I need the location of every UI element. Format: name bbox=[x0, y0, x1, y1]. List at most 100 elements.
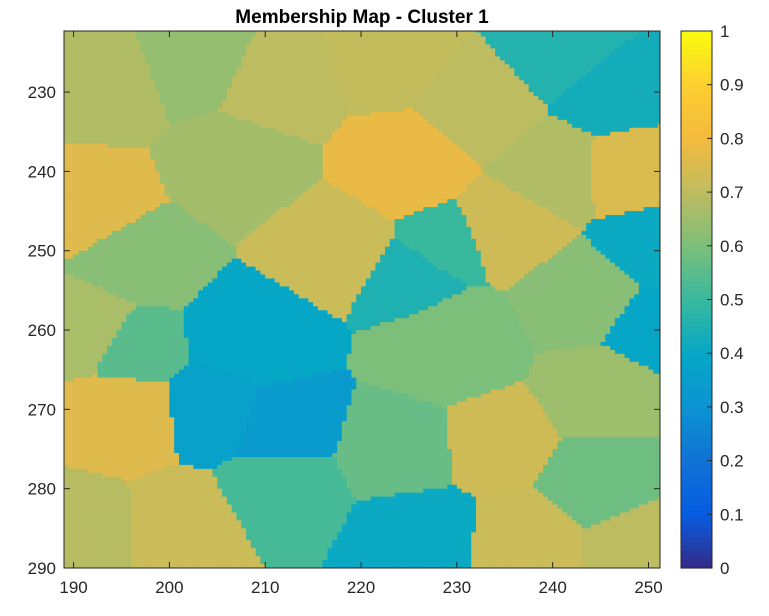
heatmap-cell bbox=[155, 370, 160, 375]
heatmap-cell bbox=[93, 68, 98, 73]
heatmap-cell bbox=[184, 532, 189, 537]
heatmap-cell bbox=[98, 481, 103, 486]
heatmap-cell bbox=[160, 453, 165, 458]
heatmap-cell bbox=[69, 195, 74, 200]
heatmap-cell bbox=[160, 520, 165, 525]
heatmap-cell bbox=[236, 96, 241, 101]
heatmap-cell bbox=[208, 191, 213, 196]
heatmap-cell bbox=[232, 314, 237, 319]
heatmap-cell bbox=[69, 136, 74, 141]
heatmap-cell bbox=[102, 152, 107, 157]
heatmap-cell bbox=[88, 72, 93, 77]
heatmap-cell bbox=[217, 211, 222, 216]
heatmap-cell bbox=[78, 163, 83, 168]
heatmap-cell bbox=[174, 501, 179, 506]
heatmap-cell bbox=[98, 92, 103, 97]
heatmap-cell bbox=[150, 144, 155, 149]
heatmap-cell bbox=[179, 386, 184, 391]
heatmap-cell bbox=[112, 294, 117, 299]
heatmap-cell bbox=[131, 68, 136, 73]
heatmap-cell bbox=[83, 148, 88, 153]
heatmap-cell bbox=[193, 401, 198, 406]
heatmap-cell bbox=[145, 286, 150, 291]
heatmap-cell bbox=[222, 338, 227, 343]
heatmap-cell bbox=[74, 544, 79, 549]
heatmap-cell bbox=[203, 441, 208, 446]
heatmap-cell bbox=[107, 175, 112, 180]
heatmap-cell bbox=[150, 203, 155, 208]
heatmap-cell bbox=[145, 516, 150, 521]
heatmap-cell bbox=[78, 239, 83, 244]
heatmap-cell bbox=[174, 144, 179, 149]
heatmap-cell bbox=[126, 64, 131, 69]
heatmap-cell bbox=[174, 354, 179, 359]
heatmap-cell bbox=[141, 56, 146, 61]
heatmap-cell bbox=[222, 310, 227, 315]
heatmap-cell bbox=[169, 453, 174, 458]
heatmap-cell bbox=[179, 64, 184, 69]
heatmap-cell bbox=[184, 41, 189, 46]
heatmap-cell bbox=[198, 441, 203, 446]
heatmap-cell bbox=[131, 37, 136, 42]
heatmap-cell bbox=[222, 152, 227, 157]
heatmap-cell bbox=[88, 33, 93, 38]
heatmap-cell bbox=[145, 282, 150, 287]
heatmap-cell bbox=[222, 227, 227, 232]
heatmap-cell bbox=[78, 219, 83, 224]
heatmap-cell bbox=[165, 437, 170, 442]
heatmap-cell bbox=[107, 96, 112, 101]
heatmap-cell bbox=[160, 84, 165, 89]
heatmap-cell bbox=[184, 144, 189, 149]
heatmap-cell bbox=[78, 330, 83, 335]
heatmap-cell bbox=[160, 449, 165, 454]
heatmap-cell bbox=[136, 167, 141, 172]
heatmap-cell bbox=[98, 112, 103, 117]
heatmap-cell bbox=[78, 509, 83, 514]
heatmap-cell bbox=[88, 227, 93, 232]
heatmap-cell bbox=[227, 326, 232, 331]
heatmap-cell bbox=[102, 421, 107, 426]
heatmap-cell bbox=[213, 437, 218, 442]
heatmap-cell bbox=[83, 544, 88, 549]
heatmap-cell bbox=[169, 160, 174, 165]
heatmap-cell bbox=[145, 362, 150, 367]
heatmap-cell bbox=[165, 485, 170, 490]
heatmap-cell bbox=[227, 294, 232, 299]
heatmap-cell bbox=[227, 401, 232, 406]
heatmap-cell bbox=[179, 167, 184, 172]
heatmap-cell bbox=[184, 207, 189, 212]
heatmap-cell bbox=[141, 437, 146, 442]
heatmap-cell bbox=[174, 112, 179, 117]
heatmap-cell bbox=[83, 485, 88, 490]
heatmap-cell bbox=[74, 52, 79, 57]
heatmap-cell bbox=[189, 211, 194, 216]
heatmap-cell bbox=[69, 358, 74, 363]
heatmap-cell bbox=[93, 33, 98, 38]
heatmap-cell bbox=[193, 548, 198, 553]
heatmap-cell bbox=[145, 433, 150, 438]
heatmap-cell bbox=[189, 191, 194, 196]
heatmap-cell bbox=[203, 52, 208, 57]
heatmap-cell bbox=[160, 144, 165, 149]
heatmap-cell bbox=[126, 457, 131, 462]
heatmap-cell bbox=[107, 497, 112, 502]
heatmap-cell bbox=[179, 401, 184, 406]
heatmap-cell bbox=[217, 215, 222, 220]
heatmap-cell bbox=[227, 330, 232, 335]
heatmap-cell bbox=[88, 453, 93, 458]
heatmap-cell bbox=[222, 326, 227, 331]
heatmap-cell bbox=[102, 207, 107, 212]
heatmap-cell bbox=[155, 175, 160, 180]
heatmap-cell bbox=[174, 338, 179, 343]
heatmap-cell bbox=[88, 84, 93, 89]
heatmap-cell bbox=[184, 259, 189, 264]
heatmap-cell bbox=[102, 128, 107, 133]
heatmap-cell bbox=[227, 275, 232, 280]
heatmap-cell bbox=[169, 354, 174, 359]
heatmap-cell bbox=[69, 413, 74, 418]
heatmap-cell bbox=[102, 441, 107, 446]
heatmap-cell bbox=[88, 156, 93, 161]
heatmap-cell bbox=[131, 112, 136, 117]
heatmap-cell bbox=[193, 509, 198, 514]
heatmap-cell bbox=[141, 524, 146, 529]
